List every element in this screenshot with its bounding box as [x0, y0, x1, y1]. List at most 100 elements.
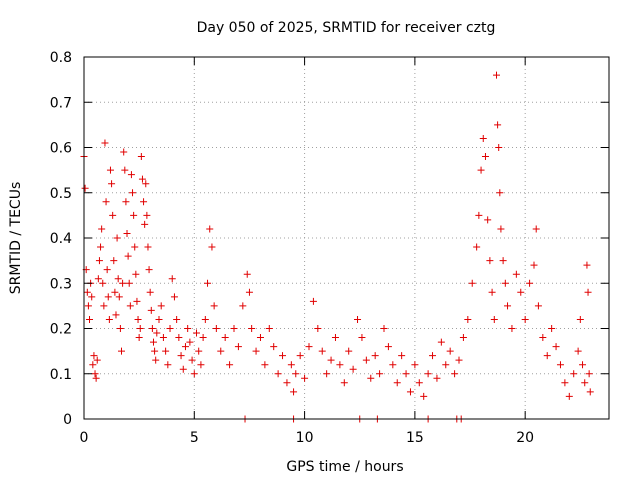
data-point [89, 361, 97, 369]
data-point [552, 343, 560, 351]
data-point [126, 302, 134, 310]
data-point [199, 334, 207, 342]
x-tick-label: 15 [406, 430, 424, 446]
data-point [283, 379, 291, 387]
data-point [331, 334, 339, 342]
data-point [477, 166, 485, 174]
data-point [157, 302, 165, 310]
data-point [125, 279, 133, 287]
data-point [305, 343, 313, 351]
data-point [217, 347, 225, 355]
data-point [384, 343, 392, 351]
data-point [468, 279, 476, 287]
data-point [83, 288, 91, 296]
data-point [155, 315, 163, 323]
data-point [512, 270, 520, 278]
chart-title: Day 050 of 2025, SRMTID for receiver czt… [197, 20, 496, 36]
data-point [86, 315, 94, 323]
data-point [565, 392, 573, 400]
data-point [411, 361, 419, 369]
data-point [252, 347, 260, 355]
data-point [138, 175, 146, 183]
data-point [124, 252, 132, 260]
data-point [314, 325, 322, 332]
data-point [116, 325, 124, 332]
data-point [159, 334, 167, 342]
y-tick-label: 0.1 [50, 367, 72, 383]
data-point [164, 361, 172, 369]
data-point [132, 270, 140, 278]
data-point [265, 325, 273, 332]
data-point [488, 288, 496, 296]
data-point [367, 374, 375, 382]
data-point [95, 257, 103, 265]
data-point [406, 388, 414, 396]
data-point [151, 347, 159, 355]
data-point [137, 153, 145, 161]
data-point [362, 356, 370, 364]
data-point [376, 370, 384, 378]
y-tick-label: 0.6 [50, 141, 72, 157]
data-point [120, 148, 128, 156]
data-point [475, 211, 483, 219]
data-point [424, 370, 432, 378]
x-tick-label: 0 [80, 430, 89, 446]
data-point [170, 293, 178, 301]
data-point [270, 343, 278, 351]
data-point [190, 370, 198, 378]
data-point [345, 347, 353, 355]
data-point [495, 144, 503, 151]
data-point [292, 370, 300, 378]
data-point [84, 302, 92, 310]
data-point [121, 166, 129, 174]
data-point [108, 180, 116, 188]
axis-ticks: 0 0.1 0.2 0.3 0.4 0.5 0.6 0.7 0.8 0 5 10 15 20 [50, 50, 609, 446]
data-point [193, 329, 200, 337]
data-point [517, 288, 525, 296]
data-point [94, 275, 102, 283]
data-point [380, 325, 388, 332]
grid-lines [84, 57, 609, 419]
x-tick-label: 5 [190, 430, 199, 446]
data-point [327, 356, 335, 364]
data-point [526, 279, 534, 287]
data-point [245, 288, 253, 296]
data-point [101, 139, 109, 147]
data-point [226, 361, 234, 369]
data-point [301, 374, 309, 382]
data-point [433, 374, 441, 382]
data-point [90, 352, 98, 360]
data-point [521, 315, 529, 323]
data-point [479, 134, 487, 142]
data-point [393, 379, 401, 387]
data-point [81, 184, 89, 192]
data-point [97, 243, 105, 251]
data-point [415, 379, 423, 387]
data-point [197, 361, 205, 369]
data-point [490, 315, 498, 323]
data-point [100, 302, 108, 310]
data-point [530, 261, 538, 269]
data-point [115, 293, 123, 301]
data-point [173, 315, 181, 323]
data-point [88, 293, 96, 301]
data-point [484, 216, 492, 224]
data-point [118, 347, 125, 355]
data-point [583, 261, 591, 269]
data-point [104, 293, 112, 301]
data-point [556, 361, 564, 369]
data-point [584, 288, 592, 296]
data-point [181, 343, 189, 351]
data-point [102, 198, 110, 206]
data-point [579, 361, 587, 369]
data-point [93, 356, 101, 364]
data-point [274, 370, 282, 378]
data-point [446, 347, 454, 355]
x-axis-label: GPS time / hours [286, 459, 403, 475]
data-point [147, 306, 155, 314]
data-point [451, 370, 459, 378]
data-point [179, 365, 187, 373]
data-point [239, 302, 247, 310]
data-point [144, 243, 152, 251]
data-point [195, 347, 203, 355]
